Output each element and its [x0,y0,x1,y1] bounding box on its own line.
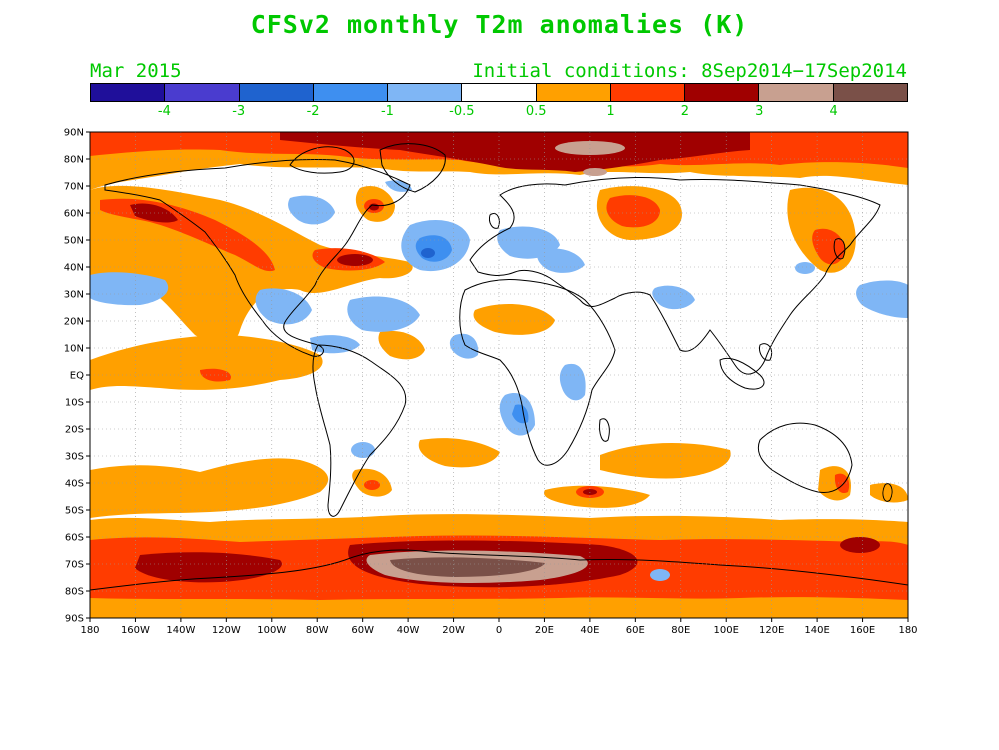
lat-tick-label: 70S [65,560,84,571]
lon-tick-label: 100E [714,625,739,636]
colorbar-swatch [462,84,537,101]
lon-tick-label: 180 [80,625,99,636]
lon-tick-label: 120W [212,625,241,636]
colorbar-swatch [759,84,834,101]
graticule [90,132,908,618]
colorbar-swatch [239,84,314,101]
colorbar-swatch [313,84,389,101]
colorbar-label: -4 [157,104,171,119]
colorbar-label: -0.5 [449,104,475,119]
colorbar-swatch [91,84,166,101]
lon-tick-label: 20E [535,625,554,636]
lat-tick-label: 40N [64,263,84,274]
lat-tick-label: 30S [65,452,84,463]
lat-tick-label: 30N [64,290,84,301]
lat-tick-label: 60N [64,209,84,220]
lon-tick-label: 120E [759,625,784,636]
colorbar-label: 1 [606,104,615,119]
initial-conditions: Initial conditions: 8Sep2014−17Sep2014 [472,60,907,82]
lat-tick-label: 60S [65,533,84,544]
colorbar-swatch [388,84,463,101]
lat-tick-label: 90N [64,128,84,139]
colorbar-swatch [536,84,611,101]
lat-tick-label: 70N [64,182,84,193]
axis-ticks: 90N 80N 70N 60N 50N 40N 30N 20N 10N EQ 10S 20S 30S 40… [64,128,918,637]
lat-tick-label: 80N [64,155,84,166]
lon-tick-label: 40E [580,625,599,636]
lat-tick-label: 50S [65,506,84,517]
lat-tick-label: 10S [65,398,84,409]
forecast-month: Mar 2015 [90,60,182,82]
lat-tick-label: 10N [64,344,84,355]
lat-tick-label: EQ [70,371,84,382]
colorbar-label: 4 [829,104,838,119]
lon-tick-label: 0 [496,625,502,636]
map-title: CFSv2 monthly T2m anomalies (K) [250,10,749,39]
colorbar-label: 0.5 [525,104,547,119]
lon-tick-label: 60W [351,625,374,636]
lon-tick-label: 140E [804,625,829,636]
lon-tick-label: 80W [306,625,329,636]
colorbar-label: -3 [232,104,246,119]
colorbar [90,83,908,102]
lon-tick-label: 160W [121,625,150,636]
lat-tick-label: 90S [65,614,84,625]
colorbar-label: 2 [680,104,690,119]
lat-tick-label: 50N [64,236,84,247]
colorbar-label: -1 [380,104,394,119]
lon-tick-label: 40W [397,625,420,636]
coastlines [90,143,908,591]
colorbar-swatch [685,84,760,101]
lon-tick-label: 20W [442,625,465,636]
colorbar-swatch [165,84,240,101]
lon-tick-label: 80E [671,625,690,636]
colorbar-label: -2 [306,104,320,119]
lon-tick-label: 60E [626,625,645,636]
colorbar-label: 3 [755,104,764,119]
lon-tick-label: 140W [166,625,195,636]
lon-tick-label: 100W [257,625,286,636]
lon-tick-label: 180 [898,625,917,636]
lat-tick-label: 20N [64,317,84,328]
colorbar-swatch [610,84,686,101]
lat-tick-label: 40S [65,479,84,490]
lon-tick-label: 160E [850,625,875,636]
lat-tick-label: 80S [65,587,84,598]
colorbar-swatch [833,84,907,101]
lat-tick-label: 20S [65,425,84,436]
